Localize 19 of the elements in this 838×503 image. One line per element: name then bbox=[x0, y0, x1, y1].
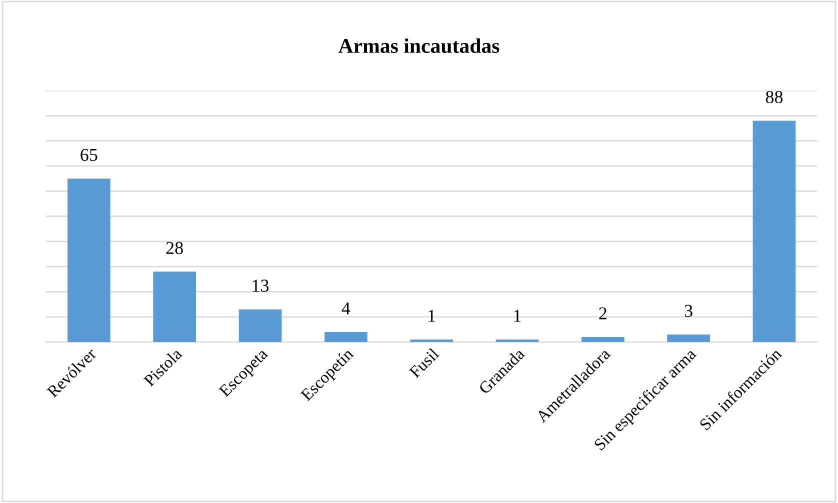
data-label: 1 bbox=[514, 310, 521, 322]
bar bbox=[68, 178, 110, 342]
data-label: 4 bbox=[342, 302, 350, 314]
bar bbox=[238, 309, 282, 342]
data-label: 88 bbox=[766, 90, 783, 104]
bar bbox=[752, 120, 796, 342]
data-label: 2 bbox=[599, 307, 606, 320]
bar bbox=[581, 337, 624, 342]
data-label: 13 bbox=[252, 280, 269, 292]
bar bbox=[324, 332, 368, 342]
data-label: 28 bbox=[166, 242, 183, 254]
bar bbox=[153, 272, 196, 342]
data-label: 65 bbox=[80, 148, 98, 162]
bar bbox=[496, 340, 539, 342]
data-label: 1 bbox=[428, 310, 435, 322]
data-label: 3 bbox=[684, 304, 692, 317]
bar bbox=[667, 334, 710, 342]
bar bbox=[410, 340, 453, 342]
chart-title: Armas incautadas bbox=[338, 38, 500, 54]
